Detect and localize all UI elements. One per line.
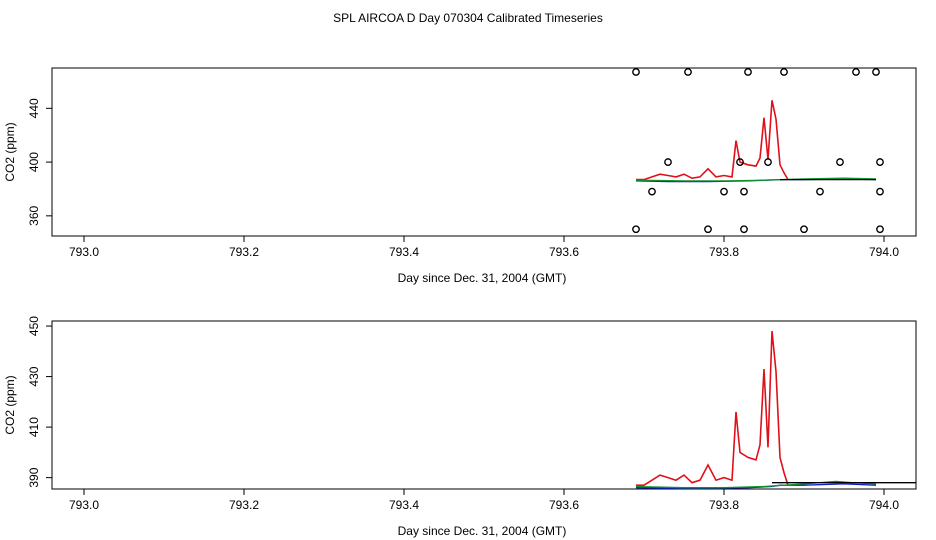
y-tick-label: 440 (27, 98, 41, 118)
x-axis-label: Day since Dec. 31, 2004 (GMT) (398, 271, 567, 285)
y-tick-label: 390 (27, 467, 41, 487)
calibration-marker (664, 158, 672, 166)
calibration-marker (836, 158, 844, 166)
y-axis-label: CO2 (ppm) (3, 122, 17, 181)
calibration-marker (744, 68, 752, 76)
x-tick-label: 793.6 (549, 245, 579, 259)
calibration-marker (876, 158, 884, 166)
data-layer (635, 100, 877, 183)
calibration-marker (632, 68, 640, 76)
y-tick-label: 400 (27, 152, 41, 172)
x-tick-label: 794.0 (869, 498, 899, 512)
calibration-marker (736, 158, 744, 166)
plot-frame (51, 320, 917, 490)
calibration-marker (816, 187, 824, 196)
calibration-marker (648, 187, 656, 196)
calibration-marker (720, 187, 728, 196)
y-tick-label: 450 (27, 316, 41, 336)
x-tick-label: 793.4 (389, 245, 419, 259)
x-axis-label: Day since Dec. 31, 2004 (GMT) (398, 524, 567, 538)
series-line-sample (636, 331, 789, 487)
x-tick-label: 793.2 (229, 245, 259, 259)
y-axis-label: CO2 (ppm) (3, 375, 17, 434)
calibration-marker (764, 158, 772, 166)
calibration-marker (876, 225, 884, 234)
top-panel: 793.0 793.2 793.4 793.6 793.8 794.0 360 400 440 D… (3, 67, 917, 285)
calibration-marker (740, 187, 748, 196)
calibration-marker (800, 225, 808, 234)
calibration-marker (852, 68, 860, 76)
x-tick-label: 793.0 (69, 498, 99, 512)
calibration-marker (684, 68, 692, 76)
y-tick-label: 430 (27, 366, 41, 386)
x-tick-label: 793.2 (229, 498, 259, 512)
x-tick-label: 794.0 (869, 245, 899, 259)
x-tick-label: 793.0 (69, 245, 99, 259)
y-tick-label: 360 (27, 206, 41, 226)
calibration-marker (872, 68, 880, 76)
calibration-marker (704, 225, 712, 234)
chart-title: SPL AIRCOA D Day 070304 Calibrated Times… (333, 11, 603, 25)
series-line-sample (636, 100, 789, 181)
calibration-marker (876, 187, 884, 196)
y-tick-label: 410 (27, 417, 41, 437)
calibration-marker (632, 225, 640, 234)
data-layer (635, 331, 916, 489)
x-tick-label: 793.4 (389, 498, 419, 512)
calibration-marker (740, 225, 748, 234)
bottom-panel: 793.0 793.2 793.4 793.6 793.8 794.0 390 410 430 4… (3, 316, 917, 538)
calibration-marker (780, 68, 788, 76)
series-line-reference-2 (635, 177, 877, 182)
x-tick-label: 793.8 (709, 245, 739, 259)
x-tick-label: 793.6 (549, 498, 579, 512)
x-tick-label: 793.8 (709, 498, 739, 512)
plot-frame (51, 67, 917, 237)
